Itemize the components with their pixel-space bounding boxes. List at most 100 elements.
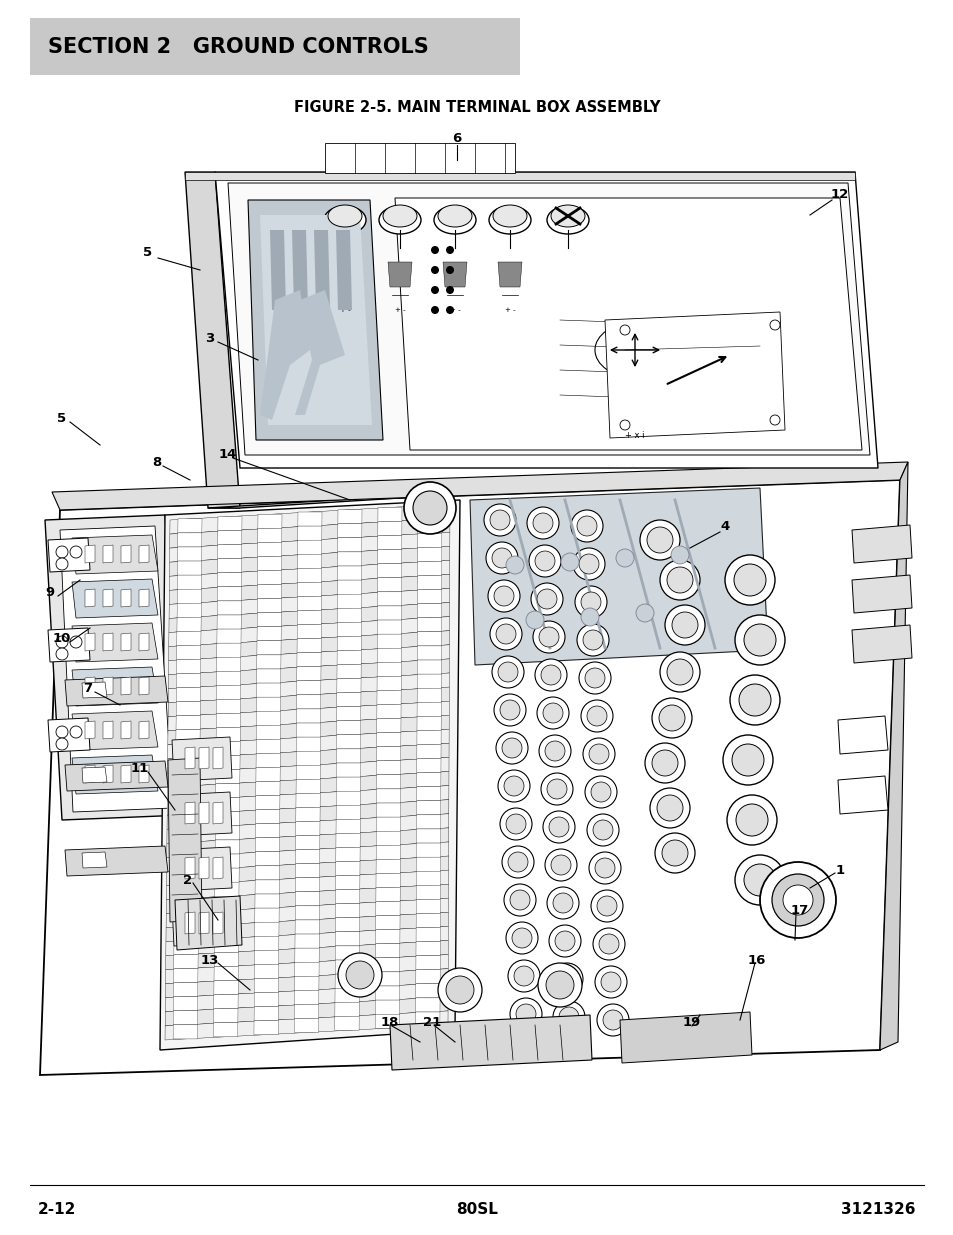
Polygon shape (173, 941, 198, 955)
Polygon shape (174, 913, 198, 926)
Polygon shape (176, 646, 201, 659)
Polygon shape (71, 667, 158, 706)
Polygon shape (103, 721, 112, 739)
Circle shape (529, 545, 560, 577)
Polygon shape (85, 634, 95, 651)
Circle shape (573, 548, 604, 580)
Polygon shape (390, 1015, 592, 1070)
Polygon shape (65, 761, 168, 790)
Circle shape (651, 698, 691, 739)
Text: 13: 13 (200, 953, 219, 967)
Circle shape (540, 773, 573, 805)
Polygon shape (395, 198, 862, 450)
Polygon shape (417, 547, 441, 562)
Polygon shape (335, 889, 359, 904)
Polygon shape (294, 934, 319, 948)
Circle shape (722, 735, 772, 785)
Polygon shape (168, 730, 449, 760)
Polygon shape (851, 525, 911, 563)
Polygon shape (375, 944, 399, 958)
Polygon shape (417, 505, 441, 519)
Polygon shape (376, 634, 401, 648)
Circle shape (496, 732, 527, 764)
Polygon shape (297, 555, 321, 568)
Polygon shape (174, 856, 199, 871)
Polygon shape (174, 884, 198, 898)
Circle shape (503, 776, 523, 797)
Polygon shape (175, 785, 199, 800)
Circle shape (593, 927, 624, 960)
Circle shape (571, 510, 602, 542)
Polygon shape (175, 772, 199, 785)
Polygon shape (168, 701, 449, 731)
Polygon shape (166, 884, 448, 914)
Polygon shape (169, 574, 449, 604)
Polygon shape (295, 878, 319, 892)
Text: 14: 14 (218, 447, 237, 461)
Polygon shape (335, 876, 359, 889)
Ellipse shape (378, 206, 420, 233)
Text: 2-12: 2-12 (38, 1203, 76, 1218)
Circle shape (446, 246, 454, 254)
Circle shape (499, 700, 519, 720)
Polygon shape (417, 604, 441, 618)
Polygon shape (173, 968, 198, 983)
Polygon shape (255, 782, 280, 795)
Polygon shape (257, 584, 281, 599)
Polygon shape (174, 898, 198, 913)
Polygon shape (296, 737, 320, 751)
Circle shape (588, 852, 620, 884)
Polygon shape (336, 721, 360, 735)
Polygon shape (297, 583, 321, 597)
Polygon shape (82, 767, 107, 783)
Polygon shape (470, 488, 767, 664)
Polygon shape (169, 603, 449, 632)
Text: 8: 8 (152, 456, 161, 468)
Polygon shape (377, 563, 401, 578)
Polygon shape (253, 993, 278, 1007)
Polygon shape (879, 462, 907, 1050)
Polygon shape (377, 578, 401, 592)
Polygon shape (294, 1004, 318, 1019)
Polygon shape (216, 629, 241, 643)
Text: 21: 21 (422, 1015, 440, 1029)
Circle shape (545, 971, 574, 999)
Circle shape (616, 550, 634, 567)
Polygon shape (335, 805, 360, 819)
Polygon shape (416, 984, 439, 998)
Circle shape (499, 808, 532, 840)
Circle shape (490, 510, 510, 530)
Polygon shape (416, 941, 439, 956)
Polygon shape (375, 873, 400, 888)
Polygon shape (335, 819, 360, 834)
Polygon shape (199, 747, 209, 769)
Circle shape (590, 890, 622, 923)
Text: + -: + - (449, 308, 460, 312)
Circle shape (558, 1007, 578, 1028)
Polygon shape (376, 719, 400, 732)
Circle shape (431, 287, 438, 294)
Polygon shape (297, 597, 321, 610)
Circle shape (510, 998, 541, 1030)
Polygon shape (296, 695, 320, 709)
Text: 16: 16 (747, 953, 765, 967)
Polygon shape (619, 1011, 751, 1063)
Polygon shape (168, 758, 202, 923)
Polygon shape (216, 657, 240, 672)
Polygon shape (497, 262, 521, 287)
Polygon shape (175, 730, 200, 743)
Polygon shape (139, 634, 149, 651)
Polygon shape (160, 500, 459, 1050)
Polygon shape (336, 693, 360, 706)
Circle shape (733, 564, 765, 597)
Polygon shape (337, 510, 361, 524)
Text: 11: 11 (131, 762, 149, 774)
Polygon shape (375, 831, 400, 845)
Text: 6: 6 (452, 131, 461, 144)
Circle shape (485, 542, 517, 574)
Polygon shape (377, 521, 401, 536)
Polygon shape (375, 972, 399, 986)
Text: 10: 10 (52, 631, 71, 645)
Circle shape (782, 885, 812, 915)
Circle shape (586, 814, 618, 846)
